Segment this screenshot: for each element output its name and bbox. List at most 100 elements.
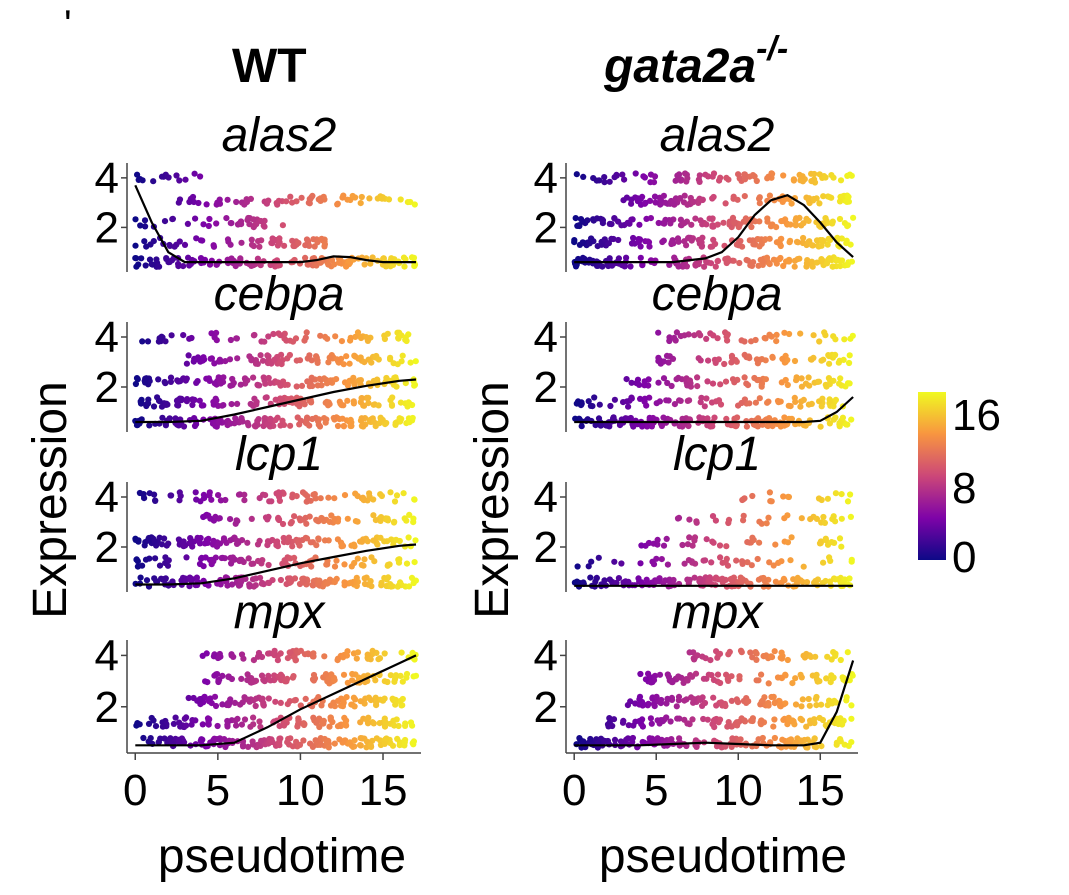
data-point xyxy=(822,381,829,388)
data-point xyxy=(333,356,341,363)
data-point xyxy=(213,337,220,344)
data-point xyxy=(754,423,761,430)
data-point xyxy=(202,678,209,685)
data-point xyxy=(641,174,649,181)
data-point xyxy=(376,720,383,727)
data-point xyxy=(304,355,311,362)
data-point xyxy=(331,495,338,502)
data-point xyxy=(597,422,604,429)
data-point xyxy=(829,516,836,523)
data-point xyxy=(201,540,208,547)
data-point xyxy=(387,583,395,590)
data-point xyxy=(213,220,220,227)
data-point xyxy=(724,331,731,338)
data-point xyxy=(227,382,234,389)
data-point xyxy=(396,556,403,563)
data-point xyxy=(694,374,701,381)
data-point xyxy=(776,255,783,263)
data-point xyxy=(660,375,668,382)
data-point xyxy=(306,195,313,203)
data-point xyxy=(162,422,169,429)
data-point xyxy=(388,401,395,408)
data-point xyxy=(212,513,219,521)
data-point xyxy=(841,741,848,748)
data-point xyxy=(308,563,315,570)
data-point xyxy=(296,542,303,549)
data-point xyxy=(599,217,607,224)
data-point xyxy=(780,217,787,224)
data-point xyxy=(705,357,712,364)
data-point xyxy=(710,539,717,546)
data-point xyxy=(655,329,662,336)
data-point xyxy=(208,330,215,337)
data-point xyxy=(710,694,717,701)
data-point xyxy=(202,554,209,561)
data-point xyxy=(811,170,818,178)
data-point xyxy=(150,403,158,410)
data-point xyxy=(756,395,763,402)
data-point xyxy=(758,383,765,390)
data-point xyxy=(213,736,220,743)
data-point xyxy=(347,579,354,586)
data-point xyxy=(659,238,666,246)
data-point xyxy=(226,356,234,363)
data-point xyxy=(836,419,843,427)
data-point xyxy=(578,423,585,430)
data-point xyxy=(341,561,348,568)
data-point xyxy=(389,742,397,749)
data-point xyxy=(277,699,284,707)
data-point xyxy=(691,574,698,581)
data-point xyxy=(381,650,388,657)
data-point xyxy=(784,512,791,519)
data-point xyxy=(264,538,272,545)
data-point xyxy=(771,734,779,742)
data-point xyxy=(176,177,183,184)
data-point xyxy=(211,672,218,679)
data-point xyxy=(180,332,187,339)
column-title-mutant-name: gata2a xyxy=(603,40,756,93)
data-point xyxy=(658,556,665,563)
data-point xyxy=(830,674,837,681)
data-point xyxy=(644,238,652,245)
data-point xyxy=(220,535,228,542)
data-point xyxy=(254,541,262,548)
data-point xyxy=(333,557,340,564)
data-point xyxy=(752,399,760,406)
data-point xyxy=(194,356,201,363)
data-point xyxy=(794,574,801,582)
data-point xyxy=(159,414,166,421)
data-point xyxy=(588,235,595,242)
data-point xyxy=(276,497,283,504)
data-point xyxy=(636,221,643,228)
data-point xyxy=(309,415,316,423)
data-point xyxy=(162,380,169,387)
data-point xyxy=(684,201,691,208)
data-point xyxy=(355,674,362,681)
data-point xyxy=(361,575,368,582)
data-point xyxy=(201,495,208,502)
data-point xyxy=(212,395,219,402)
trend-line xyxy=(135,543,417,586)
data-point xyxy=(336,736,343,743)
data-point xyxy=(301,721,308,729)
data-point xyxy=(161,535,168,542)
data-point xyxy=(192,717,199,724)
data-point xyxy=(717,554,724,561)
data-point xyxy=(705,173,712,180)
data-point xyxy=(800,234,807,242)
data-point xyxy=(756,200,763,207)
data-point xyxy=(605,240,613,247)
data-point xyxy=(752,649,759,656)
data-point xyxy=(332,333,339,340)
data-point xyxy=(822,215,829,222)
data-point xyxy=(291,697,298,704)
data-point xyxy=(172,415,179,422)
data-point xyxy=(837,715,844,722)
data-point xyxy=(756,243,763,250)
data-point xyxy=(180,538,187,545)
data-point xyxy=(211,693,219,700)
data-point xyxy=(206,716,213,723)
data-point xyxy=(250,714,257,721)
data-point xyxy=(339,703,346,710)
data-point xyxy=(273,539,280,546)
